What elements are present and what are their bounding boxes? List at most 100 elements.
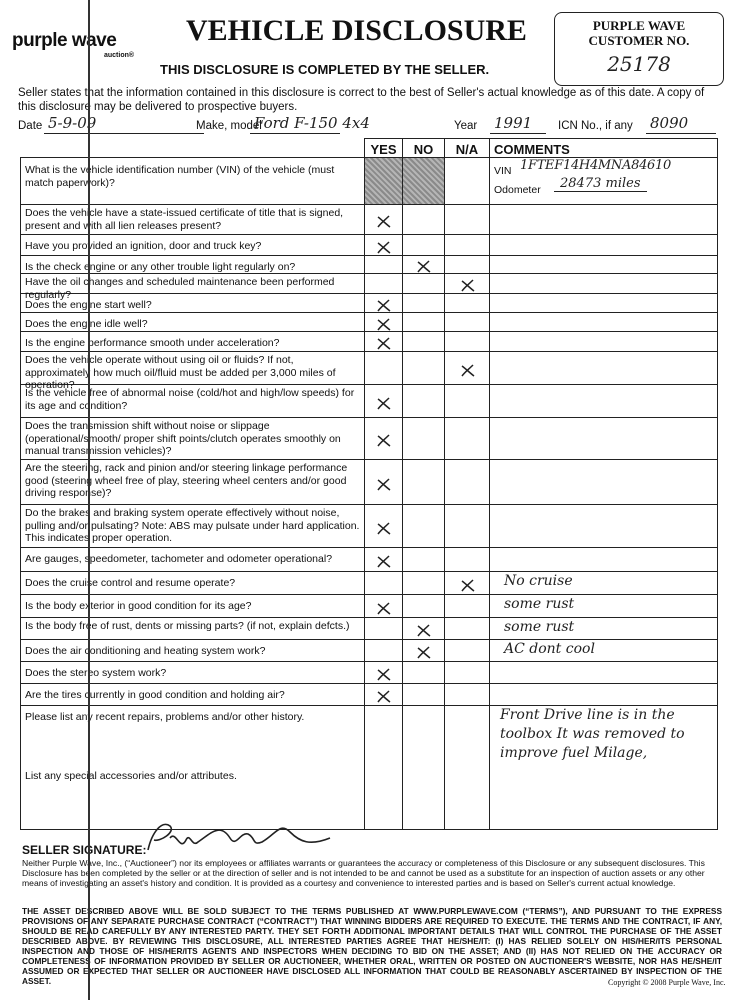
- cell: [490, 332, 718, 352]
- check-mark: [460, 279, 474, 292]
- intro: Seller states that the information conta…: [18, 87, 705, 113]
- cell: [365, 205, 403, 235]
- question-cell: Does the stereo system work?: [20, 662, 365, 684]
- question: Does the engine idle well?: [25, 318, 148, 330]
- question: Is the body exterior in good condition f…: [25, 600, 252, 612]
- cell: [490, 765, 718, 830]
- check-mark: [377, 317, 391, 331]
- cell: [445, 572, 490, 595]
- signature-stroke: [147, 823, 331, 851]
- cell: [403, 706, 445, 765]
- signature: [147, 823, 331, 851]
- cell: COMMENTS: [490, 138, 718, 158]
- check-mark: [377, 298, 391, 312]
- cell: [490, 662, 718, 684]
- column-header: COMMENTS: [494, 142, 570, 157]
- cell: [445, 158, 490, 205]
- cell: YES: [365, 138, 403, 158]
- cell: [365, 158, 403, 205]
- cell: [445, 640, 490, 662]
- scan-line: [88, 0, 90, 1000]
- question: Is the vehicle free of abnormal noise (c…: [25, 387, 355, 412]
- check-mark: [417, 646, 431, 659]
- check-mark: [377, 337, 391, 350]
- question: Does the engine start well?: [25, 299, 152, 311]
- question-cell: Is the vehicle free of abnormal noise (c…: [20, 385, 365, 418]
- cell: [365, 684, 403, 706]
- cell: [365, 256, 403, 274]
- cell: [445, 235, 490, 256]
- question: Are the tires currently in good conditio…: [25, 689, 285, 701]
- cell: [403, 235, 445, 256]
- cell: [403, 313, 445, 332]
- cell: [403, 662, 445, 684]
- cell: [445, 662, 490, 684]
- question: Is the check engine or any other trouble…: [25, 261, 296, 273]
- check-stroke: [417, 260, 431, 273]
- cell: [403, 385, 445, 418]
- question-cell: Do the brakes and braking system operate…: [20, 505, 365, 548]
- field-value: 1991: [494, 114, 533, 132]
- cell: [445, 618, 490, 640]
- check-mark: [377, 240, 391, 254]
- cell: [365, 505, 403, 548]
- check-stroke: [417, 624, 431, 637]
- field-label: Make, model: [196, 120, 262, 132]
- comment: some rust: [504, 596, 575, 612]
- cell: [403, 274, 445, 294]
- cell: [403, 460, 445, 505]
- cell: [445, 505, 490, 548]
- cell: NO: [403, 138, 445, 158]
- cell: [445, 274, 490, 294]
- cell: [490, 235, 718, 256]
- cell: [445, 765, 490, 830]
- customer-number: 25178: [607, 52, 671, 76]
- question-cell: Have you provided an ignition, door and …: [20, 235, 365, 256]
- check-mark: [377, 521, 391, 535]
- vin-value: 1FTEF14H4MNA84610: [520, 158, 671, 173]
- cell: [445, 548, 490, 572]
- check-stroke: [377, 240, 391, 254]
- check-stroke: [377, 601, 391, 615]
- column-header: YES: [370, 142, 397, 157]
- field-value: 8090: [650, 114, 689, 132]
- cell: [403, 256, 445, 274]
- cell: [490, 684, 718, 706]
- cell: [445, 294, 490, 313]
- comment: No cruise: [504, 573, 573, 589]
- check-mark: [377, 215, 391, 228]
- cell: [445, 313, 490, 332]
- check-stroke: [377, 434, 391, 447]
- field-line: [646, 133, 716, 134]
- cell: No cruise: [490, 572, 718, 595]
- cell: [403, 684, 445, 706]
- cell: [365, 765, 403, 830]
- cell: [445, 595, 490, 618]
- cell: [490, 274, 718, 294]
- question: Does the cruise control and resume opera…: [25, 577, 236, 589]
- question-cell: Does the engine idle well?: [20, 313, 365, 332]
- cell: [445, 256, 490, 274]
- cell: [445, 352, 490, 385]
- cell: [365, 595, 403, 618]
- question: Please list any recent repairs, problems…: [25, 711, 305, 723]
- cell: [365, 332, 403, 352]
- cell: [490, 352, 718, 385]
- odometer-value: 28473 miles: [554, 177, 647, 192]
- question-cell: Does the vehicle have a state-issued cer…: [20, 205, 365, 235]
- cell: [490, 418, 718, 460]
- column-header: N/A: [455, 142, 479, 157]
- question-cell: Are the steering, rack and pinion and/or…: [20, 460, 365, 505]
- question: List any special accessories and/or attr…: [25, 770, 237, 782]
- cell: [445, 460, 490, 505]
- field-line: [44, 133, 204, 134]
- field-line: [490, 133, 546, 134]
- logo: purple wave: [12, 30, 117, 51]
- check-mark: [377, 601, 391, 615]
- cell: [403, 618, 445, 640]
- check-stroke: [377, 337, 391, 350]
- question-cell: Is the body exterior in good condition f…: [20, 595, 365, 618]
- cell: [365, 706, 403, 765]
- check-stroke: [377, 668, 391, 681]
